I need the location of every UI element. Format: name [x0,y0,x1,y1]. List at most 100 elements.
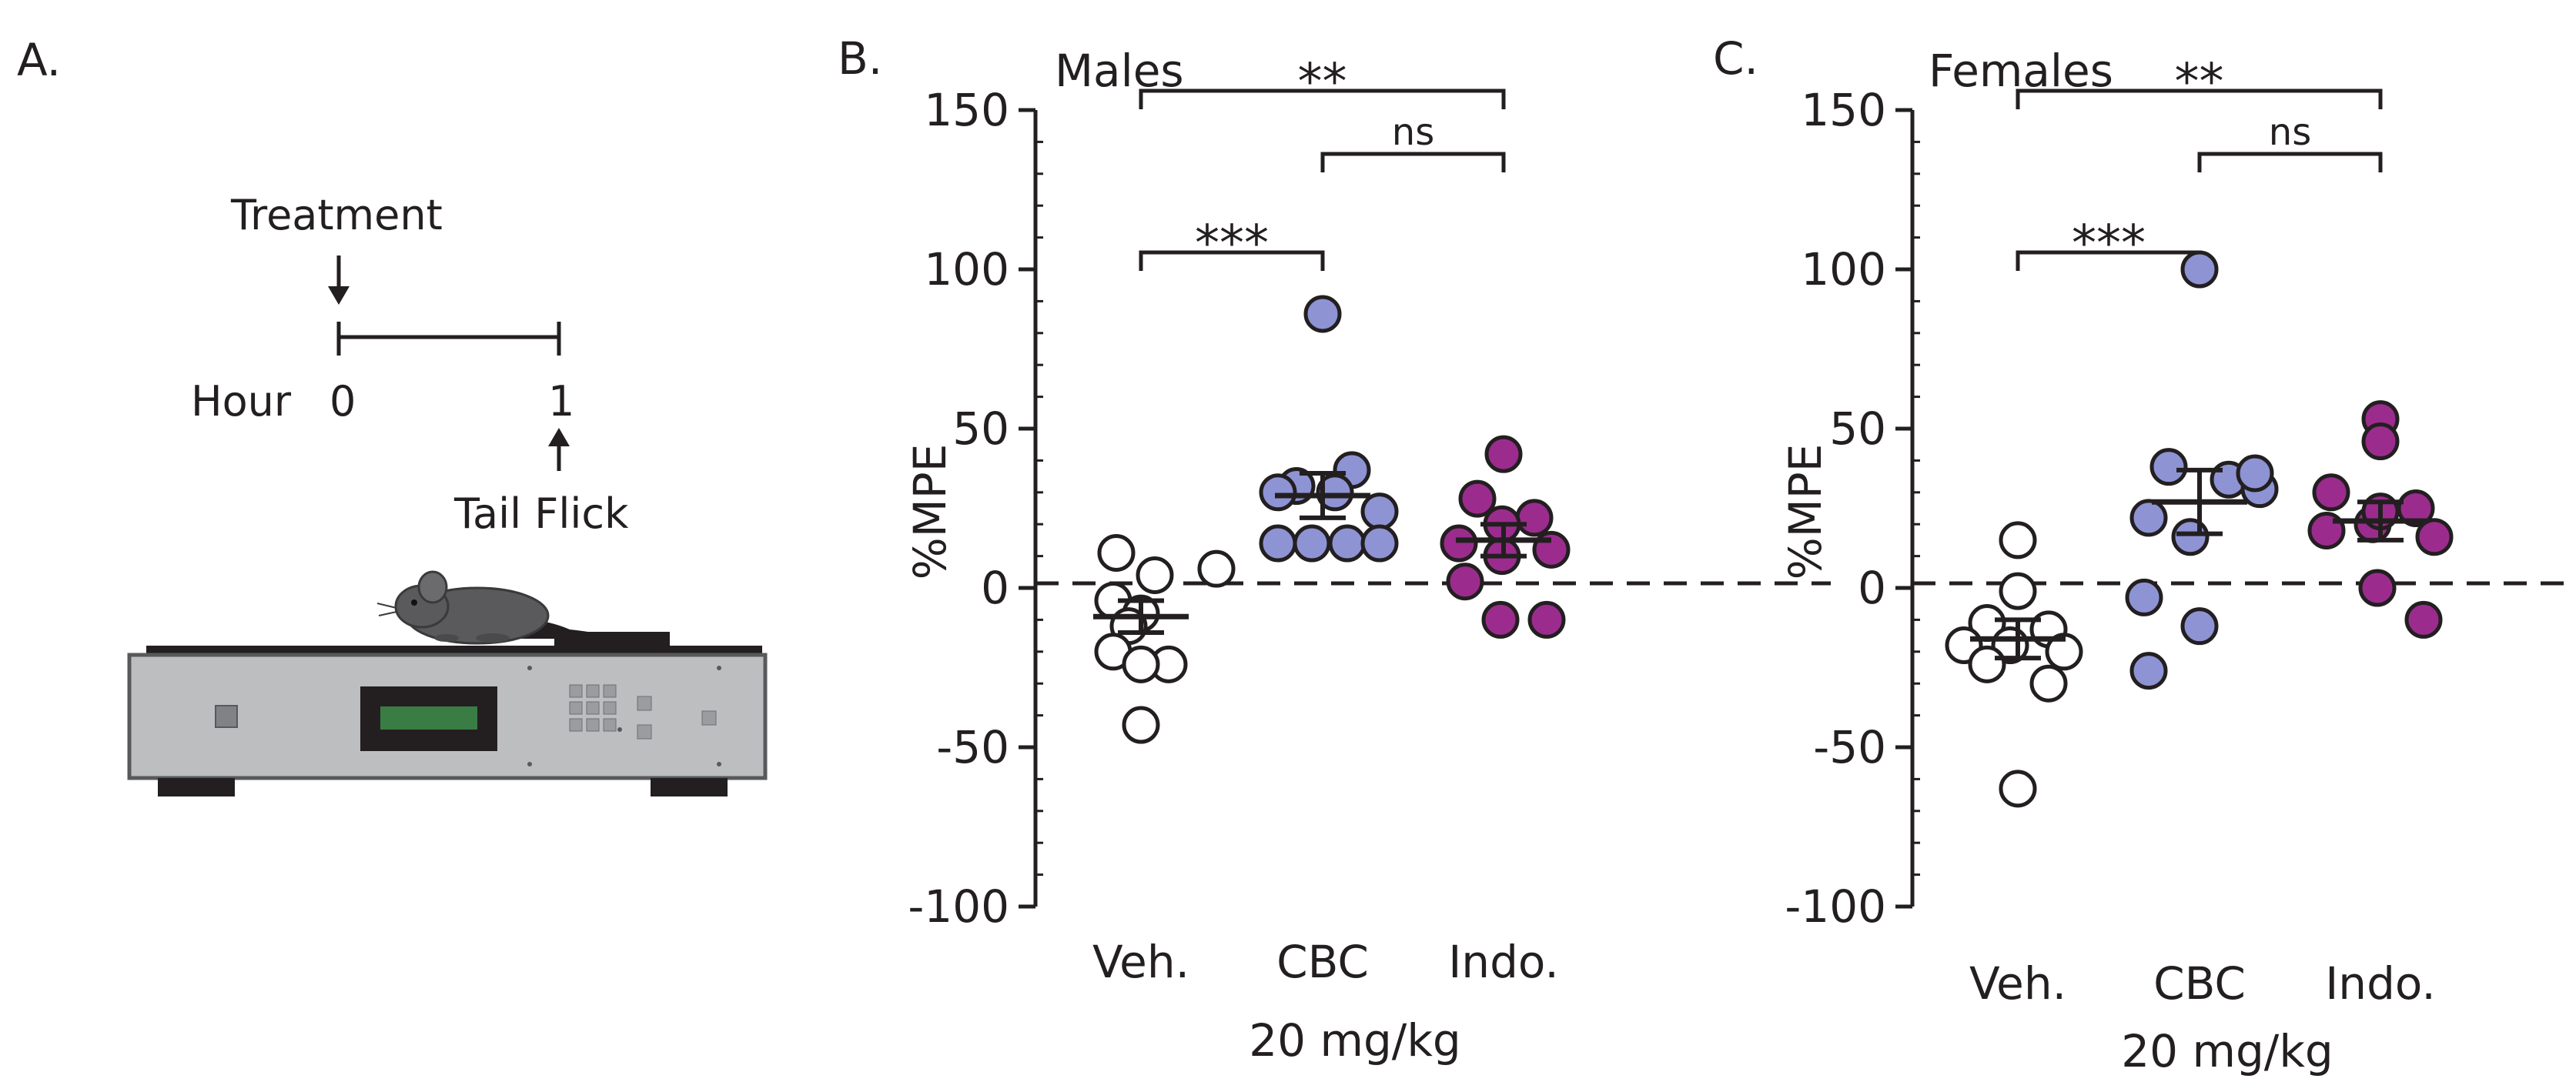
panel-b-letter: B. [838,32,882,85]
data-point-cbc [1259,524,1297,563]
chart-c-ytick-50: 50 [1829,402,1886,455]
data-point-indo [1515,499,1554,537]
significance-bracket [2016,88,2383,109]
chart-b-category-veh: Veh. [1092,936,1189,988]
data-point-cbc [2149,448,2188,486]
data-point-veh [1999,770,2037,808]
mean-sem-indo [2333,499,2428,543]
chart-b-category-indo: Indo. [1448,936,1559,988]
data-point-indo [1440,524,1478,563]
data-point-cbc [2129,652,2168,690]
chart-c-sig-veh-cbc: *** [2072,215,2146,272]
chart-b-sig-veh-indo: ** [1298,54,1347,111]
tail-flick-arrow-icon [548,428,570,471]
treatment-label: Treatment [230,191,443,239]
hour-tick-1: 1 [548,377,574,426]
chart-c-y-tick-labels: 150 100 50 0 -50 -100 [1785,84,1886,933]
chart-b-ytick-100: 100 [924,243,1009,296]
chart-b-ytick-50: 50 [952,402,1009,455]
data-point-indo [1527,600,1566,639]
data-point-cbc [1360,493,1399,531]
mean-sem-cbc [1275,470,1370,520]
chart-c-y-ticks [1895,108,1920,909]
panel-c-letter: C. [1713,32,1758,85]
chart-c-category-indo: Indo. [2325,957,2436,1010]
significance-bracket [2197,152,2383,172]
chart-c-sig-cbc-indo: ns [2269,111,2311,154]
treatment-arrow-icon [328,255,350,305]
significance-bracket [1139,250,1325,271]
hour-tick-0: 0 [330,377,356,426]
data-point-indo [1458,479,1497,518]
chart-b-ytick-minus-50: -50 [936,721,1009,773]
data-point-indo [2361,422,2400,461]
data-point-indo [2358,569,2397,607]
panel-c: C. Females %MPE 20 mg/kg 150 100 50 0 -5… [1713,32,2564,1077]
data-point-veh [2045,633,2083,671]
data-point-veh [1136,556,1174,594]
mean-sem-cbc [2152,467,2247,536]
data-point-veh [1122,645,1160,683]
data-point-indo [1481,600,1520,639]
mean-sem-indo [1456,522,1551,559]
hour-label: Hour [191,377,292,426]
chart-b-category-cbc: CBC [1276,936,1369,988]
chart-b-sig-veh-cbc: *** [1195,215,1269,272]
data-point-veh [1122,706,1160,744]
chart-b-ytick-150: 150 [924,84,1009,136]
significance-bracket [1139,88,1506,109]
chart-b-y-axis-label: %MPE [904,444,956,580]
chart-c-ytick-0: 0 [1858,562,1886,614]
data-point-indo [1446,563,1484,601]
data-point-cbc [2180,607,2219,646]
data-point-cbc [1293,524,1331,563]
data-point-veh [1999,521,2037,559]
data-point-veh [1999,572,2037,610]
data-point-indo [1484,435,1523,473]
data-point-indo [2404,600,2443,639]
chart-c-ytick-minus-50: -50 [1813,721,1886,773]
tail-flick-label: Tail Flick [453,489,629,538]
chart-c-sig-veh-indo: ** [2175,54,2224,111]
data-point-cbc [2236,454,2274,493]
panel-a: A. Treatment Hour 0 1 Tail Flick [17,34,768,796]
chart-c-category-cbc: CBC [2153,957,2246,1010]
chart-c-significance: *** ns ** [2016,54,2383,272]
data-point-cbc [1303,295,1342,333]
significance-bracket [1320,152,1506,172]
chart-c-title: Females [1929,45,2113,97]
data-point-indo [2415,518,2454,556]
data-point-veh [1097,533,1136,572]
data-point-cbc [2180,250,2219,289]
data-point-cbc [1360,524,1399,563]
chart-c-y-axis-label: %MPE [1779,444,1832,580]
chart-c-ytick-minus-100: -100 [1785,880,1886,933]
chart-b-ytick-minus-100: -100 [908,880,1009,933]
data-point-cbc [2125,578,2163,616]
chart-b-x-axis-label: 20 mg/kg [1249,1014,1461,1067]
chart-c-ytick-150: 150 [1801,84,1886,136]
data-point-cbc [2171,518,2210,556]
panel-b: B. Males %MPE 20 mg/kg 150 100 50 0 -50 … [838,32,1831,1067]
chart-b-points [1094,295,1571,744]
timeline [336,322,561,356]
panel-a-letter: A. [17,34,61,86]
chart-b-y-tick-labels: 150 100 50 0 -50 -100 [908,84,1009,933]
tail-flick-apparatus-icon [127,632,768,796]
data-point-veh [1197,549,1236,588]
chart-c-error-bars [1970,467,2428,661]
chart-b-category-labels: Veh. CBC Indo. [1092,936,1559,988]
data-point-veh [2029,664,2068,703]
data-point-veh [1968,645,2006,683]
mean-sem-veh [1093,598,1189,635]
chart-b-sig-cbc-indo: ns [1392,111,1434,154]
data-point-cbc [1328,524,1367,563]
chart-c-category-labels: Veh. CBC Indo. [1969,957,2436,1010]
chart-b-title: Males [1055,45,1184,97]
chart-c-x-axis-label: 20 mg/kg [2121,1025,2333,1077]
chart-b-y-ticks [1019,108,1043,909]
chart-c-ytick-100: 100 [1801,243,1886,296]
chart-b-ytick-0: 0 [981,562,1009,614]
chart-b-significance: *** ns ** [1139,54,1506,272]
